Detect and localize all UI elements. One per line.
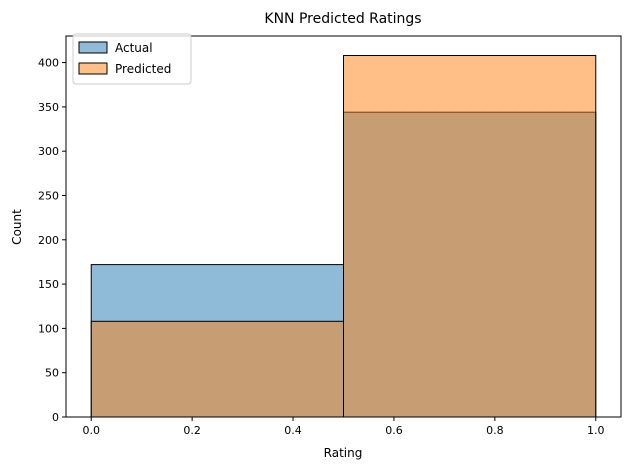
y-axis-label: Count [10,209,24,245]
y-tick-label: 300 [38,145,59,158]
x-tick-label: 0.6 [385,424,403,437]
x-axis-ticks: 0.0 0.2 0.4 0.6 0.8 1.0 [82,417,605,437]
x-tick-label: 0.2 [183,424,201,437]
y-tick-label: 350 [38,101,59,114]
x-tick-label: 1.0 [587,424,605,437]
chart-title: KNN Predicted Ratings [264,11,421,27]
bar-predicted-bin-1 [90,320,344,418]
y-tick-label: 150 [38,278,59,291]
y-tick-label: 250 [38,189,59,202]
bars [90,54,597,418]
legend-swatch-predicted [78,62,108,75]
x-axis-label: Rating [324,446,363,460]
y-tick-label: 50 [45,367,59,380]
x-tick-label: 0.0 [82,424,100,437]
legend-swatch-actual [78,41,108,54]
legend-label-predicted: Predicted [115,62,171,76]
legend: Actual Predicted [72,33,192,85]
y-tick-label: 100 [38,322,59,335]
plot-frame [65,35,622,418]
x-tick-label: 0.4 [284,424,302,437]
bar-predicted-bin-2 [343,54,597,418]
x-tick-label: 0.8 [486,424,504,437]
y-tick-label: 200 [38,234,59,247]
y-tick-label: 0 [52,411,59,424]
y-tick-label: 400 [38,57,59,70]
legend-label-actual: Actual [115,41,153,55]
y-axis-ticks: 0 50 100 150 200 250 300 350 400 [38,57,66,424]
